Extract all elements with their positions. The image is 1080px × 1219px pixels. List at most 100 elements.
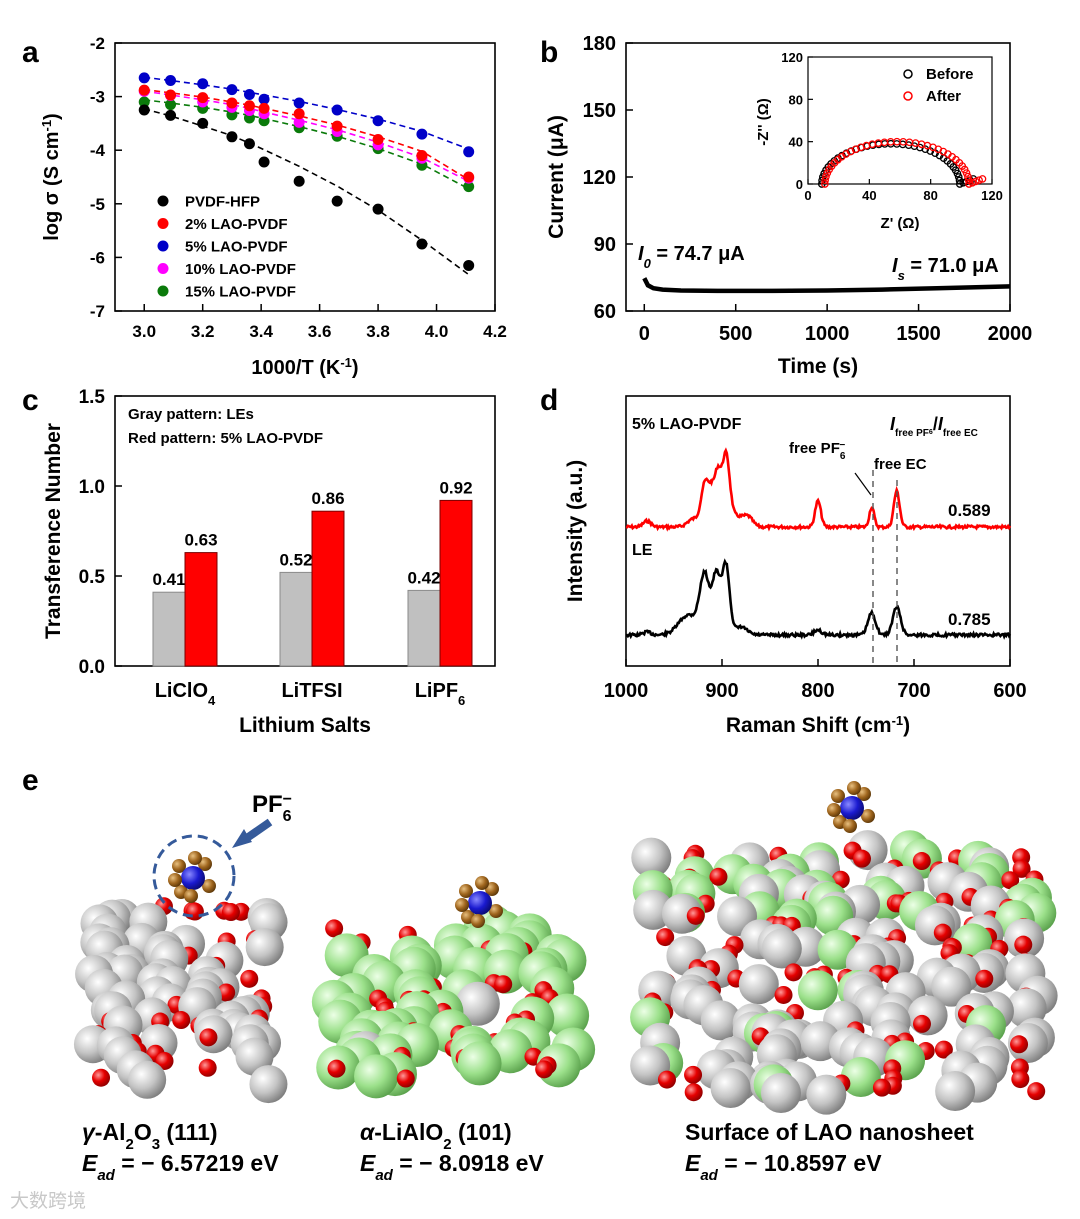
- aluminum-atom: [455, 981, 500, 1026]
- chart-c-category-label: LiPF6: [415, 680, 466, 708]
- chart-d-ec-label: free EC: [874, 456, 927, 473]
- caption-al2o3-name: γ-Al2O3 (111): [82, 1119, 218, 1153]
- inset-xtick-label: 120: [981, 188, 1003, 203]
- chart-c-bar: [407, 589, 441, 667]
- fluorine-atom: [168, 873, 182, 887]
- chart-b-is-annotation: Is = 71.0 μA: [892, 255, 999, 283]
- chart-a-point: [258, 102, 270, 114]
- chart-a-point: [165, 89, 177, 101]
- chart-a-point: [243, 88, 255, 100]
- chart-c-bar-label: 0.41: [152, 570, 185, 589]
- chart-a-point: [226, 84, 238, 96]
- inset-point: [964, 172, 972, 181]
- inset-legend-marker: [903, 69, 913, 79]
- chart-c-ytick-label: 1.5: [79, 387, 106, 408]
- chart-a-point: [331, 120, 343, 132]
- chart-b-xtick-label: 1500: [896, 323, 941, 345]
- chart-a-point: [138, 84, 150, 96]
- pf6-arrow-icon: [232, 823, 268, 848]
- pf6-arrow-shaft: [241, 818, 273, 844]
- oxygen-atom: [396, 1069, 415, 1088]
- aluminum-atom: [700, 1000, 741, 1041]
- chart-a-point: [293, 175, 305, 187]
- chart-a-ytick-label: -3: [90, 88, 105, 107]
- oxygen-atom: [1010, 1035, 1029, 1054]
- oxygen-atom: [1012, 859, 1031, 878]
- oxygen-atom: [185, 902, 204, 921]
- chart-a-xtick-label: 4.2: [483, 322, 507, 341]
- inset-ytick-label: 0: [796, 177, 803, 192]
- inset-ylabel: -Z'' (Ω): [755, 98, 772, 145]
- chart-a-point: [331, 104, 343, 116]
- inset-legend-marker: [903, 91, 913, 101]
- inset-xtick-label: 80: [923, 188, 937, 203]
- chart-b-ytick-label: 150: [583, 100, 616, 122]
- aluminum-atom: [806, 1074, 847, 1115]
- lithium-atom: [457, 1041, 502, 1086]
- chart-b-xtick-label: 1000: [805, 323, 850, 345]
- panel-label-a: a: [22, 36, 39, 69]
- oxygen-atom: [172, 1011, 191, 1030]
- chart-c-bar: [152, 591, 186, 667]
- chart-a-ytick-label: -5: [90, 195, 105, 214]
- chart-c-ytick-label: 0.0: [79, 657, 105, 678]
- chart-a-ytick-label: -2: [90, 34, 105, 53]
- oxygen-atom: [657, 1070, 676, 1089]
- chart-a-point: [226, 131, 238, 143]
- inset-xtick-label: 0: [804, 188, 811, 203]
- aluminum-atom: [935, 1071, 976, 1112]
- chart-a-point: [372, 133, 384, 145]
- inset-point: [965, 180, 973, 188]
- oxygen-atom: [155, 1051, 174, 1070]
- chart-c-bar-label: 0.92: [439, 478, 472, 497]
- chart-a-point: [463, 146, 475, 158]
- chart-a-xtick-label: 3.0: [132, 322, 156, 341]
- inset-ytick-label: 40: [789, 135, 803, 150]
- oxygen-atom: [198, 1058, 217, 1077]
- chart-c-bar: [311, 510, 345, 667]
- lithium-atom: [545, 993, 590, 1038]
- oxygen-atom: [774, 985, 793, 1004]
- inset-point: [968, 178, 977, 187]
- chart-a-legend-marker: [157, 218, 169, 229]
- fluorine-atom: [202, 879, 216, 893]
- chart-a-legend-label: 15% LAO-PVDF: [185, 284, 296, 301]
- inset-legend-label: Before: [926, 66, 974, 83]
- chart-a-legend-marker: [157, 195, 169, 207]
- chart-a-xtick-label: 4.0: [425, 322, 449, 341]
- inset-point: [975, 176, 983, 185]
- chart-c-category-label: LiClO4: [155, 680, 216, 708]
- chart-c: 0.0 0.5 1.0 1.5 LiClO4 LiTFSI LiPF6 0.41 0.63 0.…: [42, 387, 496, 737]
- chart-a-frame: [114, 42, 496, 312]
- pf6-highlight-circle: [152, 834, 236, 918]
- chart-a-fit-line: [143, 108, 470, 276]
- oxygen-atom: [684, 1065, 703, 1084]
- caption-lao-name: Surface of LAO nanosheet: [685, 1119, 974, 1145]
- chart-d: 1000 900 800 700 600 5% LAO-PVDF LE Ifree PF…: [564, 395, 1027, 737]
- chart-c-bar-label: 0.52: [279, 550, 312, 569]
- chart-a-legend-label: 5% LAO-PVDF: [185, 239, 288, 256]
- chart-a-legend-label: 2% LAO-PVDF: [185, 216, 288, 233]
- phosphorus-atom: [468, 891, 492, 915]
- inset-point: [971, 177, 980, 186]
- fluorine-atom: [843, 819, 857, 833]
- inset-point: [821, 180, 829, 188]
- chart-d-xtick-label: 1000: [604, 680, 649, 702]
- chart-c-note-gray: Gray pattern: LEs: [128, 406, 254, 423]
- chart-b-ytick-label: 120: [583, 167, 616, 189]
- inset-point: [978, 175, 987, 183]
- aluminum-atom: [738, 964, 779, 1005]
- chart-b-inset: 0 40 80 120 0 40 80 120 Before After Z' (Ω) -Z''…: [755, 50, 1003, 232]
- chart-a-point: [165, 75, 177, 87]
- panel-label-e: e: [22, 764, 39, 797]
- chart-d-ratio-label: Ifree PF6/Ifree EC: [890, 414, 978, 439]
- chart-c-bar: [184, 552, 218, 667]
- oxygen-atom: [92, 1068, 111, 1087]
- oxygen-atom: [221, 903, 240, 922]
- caption-lao-energy: Ead = − 10.8597 eV: [685, 1150, 882, 1184]
- chart-d-xtick-label: 600: [993, 680, 1026, 702]
- chart-a-point: [226, 97, 238, 109]
- oxygen-atom: [933, 923, 952, 942]
- chart-a-point: [416, 128, 428, 140]
